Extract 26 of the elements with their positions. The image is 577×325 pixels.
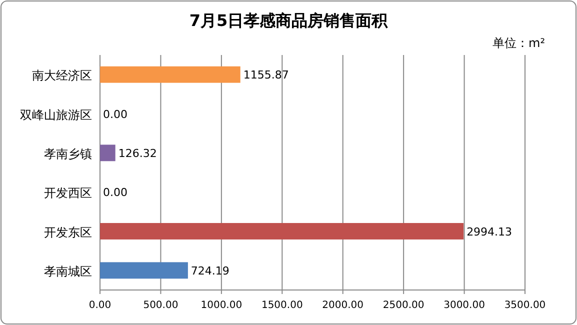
chart-title: 7月5日孝感商品房销售面积 [189,11,389,30]
x-tick-label: 3000.00 [444,300,485,311]
data-label: 126.32 [118,146,157,160]
bar [100,144,116,162]
y-tick-label: 孝南城区 [44,264,92,278]
y-tick-label: 孝南乡镇 [44,146,92,161]
bar [100,223,464,240]
x-tick-label: 1000.00 [200,300,242,311]
x-tick-label: 2000.00 [322,300,364,311]
y-tick-label: 开发西区 [44,186,92,200]
x-tick-label: 0.00 [88,300,112,311]
y-tick-label: 开发东区 [44,225,92,240]
bar [100,262,188,279]
data-label: 724.19 [190,264,230,278]
data-label: 1155.87 [243,68,289,82]
x-tick-label: 3500.00 [504,300,546,311]
x-tick-label: 2500.00 [382,300,424,311]
x-tick-label: 500.00 [143,300,178,311]
data-label: 2994.13 [466,225,512,238]
data-label: 0.00 [103,108,128,121]
text: 单位：m² [492,36,546,50]
x-tick-label: 1500.00 [261,300,303,311]
y-tick-label: 南大经济区 [32,68,92,83]
y-tick-label: 双峰山旅游区 [20,108,92,122]
data-label: 0.00 [103,186,128,200]
bar [100,66,240,83]
